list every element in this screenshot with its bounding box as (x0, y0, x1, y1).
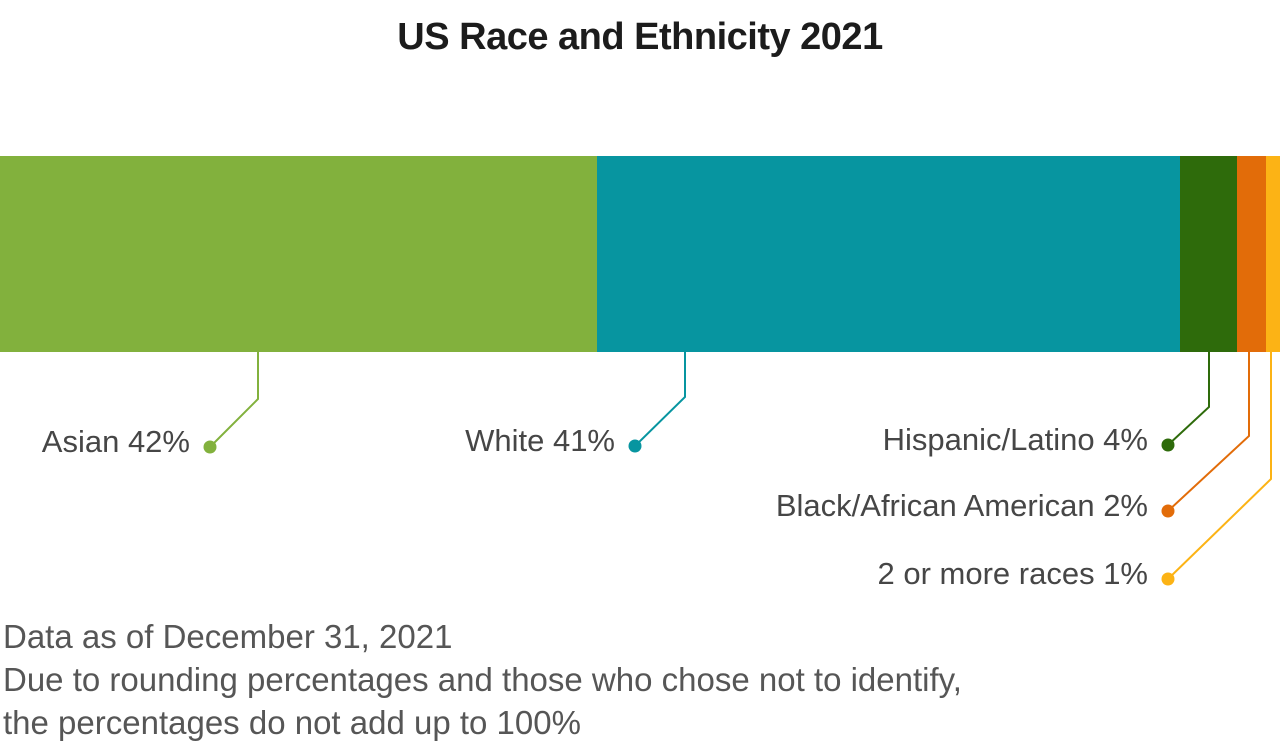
chart-title: US Race and Ethnicity 2021 (397, 16, 883, 58)
bar-segment-white (597, 156, 1181, 352)
leader-line-asian (209, 352, 259, 448)
leader-line-2-or-more-races (1167, 352, 1272, 580)
bar-segment-black-african-american (1237, 156, 1266, 352)
callout-label-2-or-more-races: 2 or more races 1% (877, 556, 1149, 591)
footnote-line-1: Data as of December 31, 2021 (3, 618, 453, 655)
leader-dot-white (628, 439, 642, 453)
stacked-bar (0, 156, 1280, 352)
leader-line-black-african-american (1167, 352, 1250, 512)
leader-line-white (634, 352, 686, 447)
bar-segment-2-or-more-races (1265, 156, 1280, 352)
leader-dot-2-or-more-races (1161, 572, 1175, 586)
footnote-line-2: Due to rounding percentages and those wh… (3, 661, 962, 698)
bar-segment-hispanic-latino (1180, 156, 1238, 352)
leader-dot-hispanic-latino (1161, 438, 1175, 452)
footnote: Data as of December 31, 2021 Due to roun… (3, 615, 962, 744)
callout-label-asian: Asian 42% (41, 424, 190, 459)
callout-label-white: White 41% (465, 423, 615, 458)
leader-dot-asian (203, 440, 217, 454)
leader-line-hispanic-latino (1167, 352, 1210, 446)
callout-label-hispanic-latino: Hispanic/Latino 4% (882, 422, 1148, 457)
callout-label-black-african-american: Black/African American 2% (775, 488, 1148, 523)
bar-segment-asian (0, 156, 598, 352)
footnote-line-3: the percentages do not add up to 100% (3, 704, 581, 741)
leader-dot-black-african-american (1161, 504, 1175, 518)
